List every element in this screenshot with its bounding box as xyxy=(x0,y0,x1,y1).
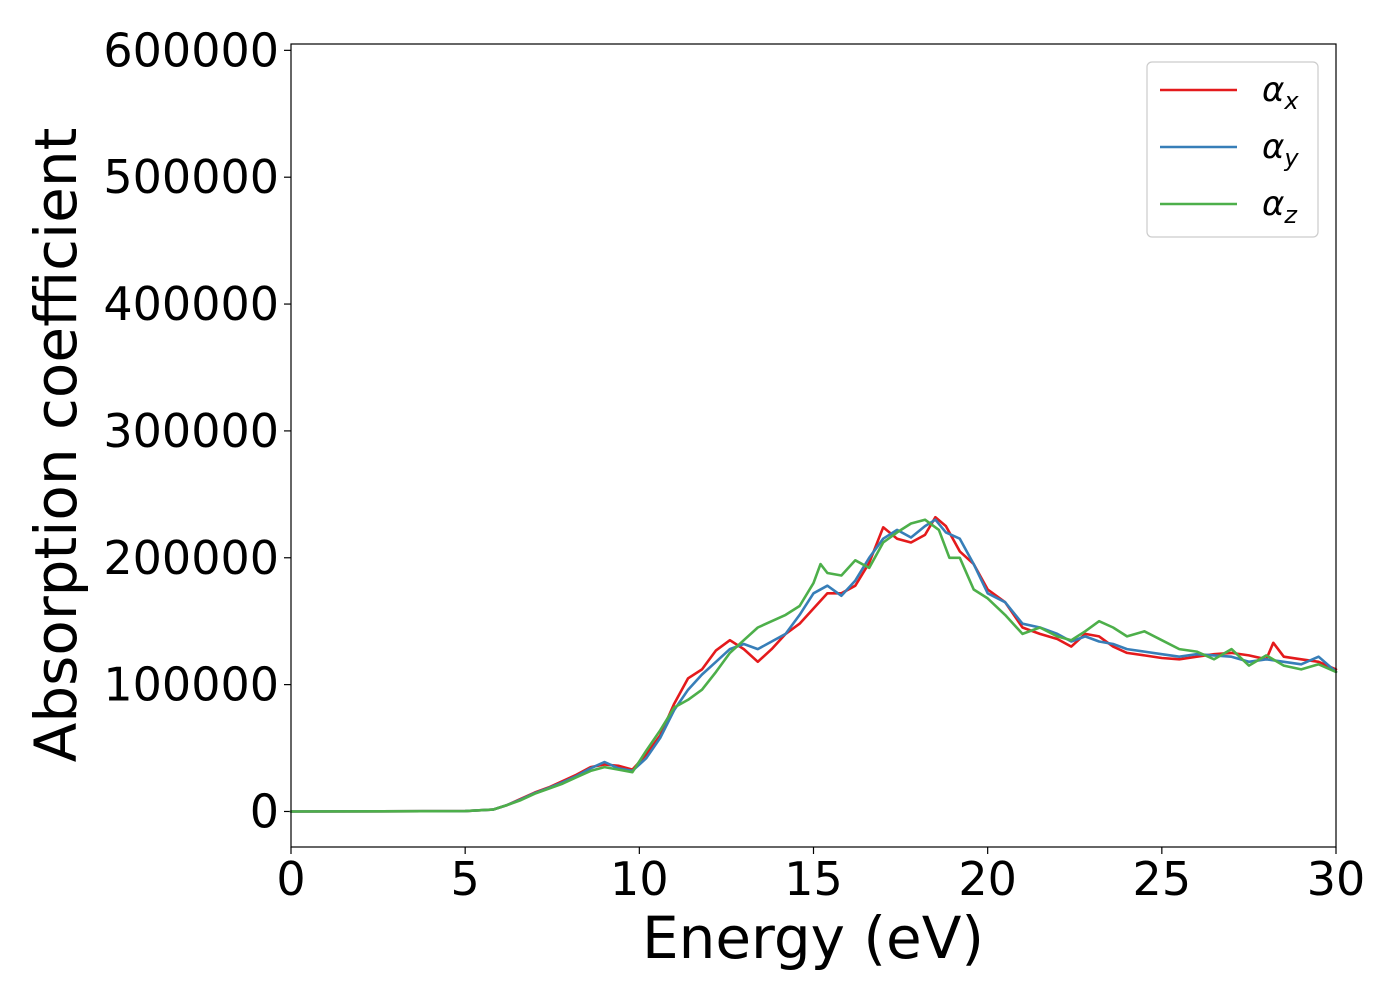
y-tick-label: 200000 xyxy=(103,531,279,585)
y-tick-label: 0 xyxy=(250,784,279,838)
legend-box xyxy=(1146,61,1319,238)
y-tick-label: 400000 xyxy=(103,277,279,331)
x-tick-label: 30 xyxy=(1307,852,1366,906)
series-line-y xyxy=(289,518,1338,813)
x-tick-label: 15 xyxy=(784,852,843,906)
y-axis-ticks: 0 100000 200000 300000 400000 500000 600000 xyxy=(103,23,291,838)
series-line-z xyxy=(289,518,1338,813)
y-axis-title: Absorption coefficient xyxy=(22,128,90,763)
x-axis-ticks: 0 5 10 15 20 25 30 xyxy=(276,847,1365,906)
series-lines xyxy=(289,515,1338,813)
x-tick-label: 10 xyxy=(610,852,669,906)
series-line-x xyxy=(289,515,1338,813)
y-tick-label: 500000 xyxy=(103,150,279,204)
y-tick-label: 300000 xyxy=(103,404,279,458)
x-axis-title: Energy (eV) xyxy=(642,904,984,972)
y-tick-label: 100000 xyxy=(103,658,279,712)
x-tick-label: 5 xyxy=(451,852,480,906)
legend: αx αy αz xyxy=(1146,61,1319,238)
x-tick-label: 0 xyxy=(276,852,305,906)
plot-area-frame xyxy=(290,43,1337,848)
legend-label-z: αz xyxy=(1262,184,1298,229)
x-tick-label: 20 xyxy=(958,852,1017,906)
legend-label-y: αy xyxy=(1262,127,1299,172)
y-tick-label: 600000 xyxy=(103,23,279,77)
x-tick-label: 25 xyxy=(1133,852,1192,906)
legend-label-x: αx xyxy=(1262,70,1299,115)
